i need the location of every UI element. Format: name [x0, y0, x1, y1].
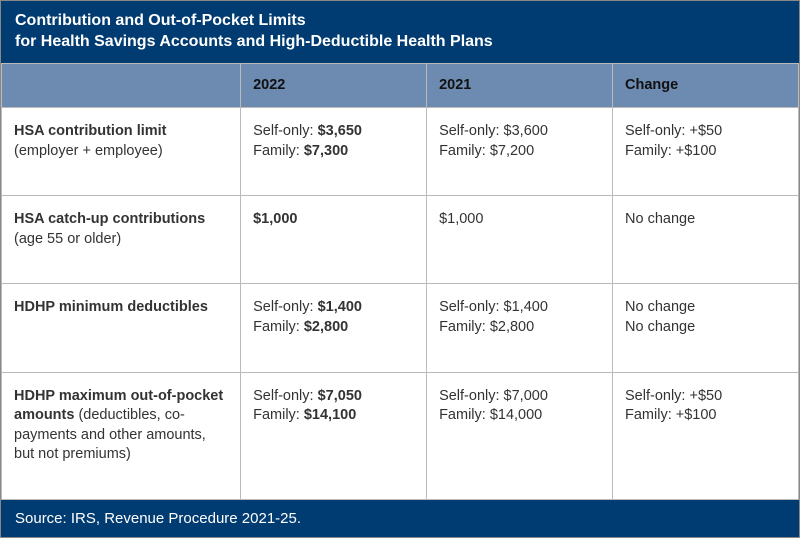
value-line: $1,000	[253, 210, 414, 230]
row-label-bold: HDHP minimum deductibles	[14, 299, 208, 315]
value-line: Family: $2,800	[439, 318, 600, 338]
table-row: HSA catch-up contributions (age 55 or ol…	[2, 196, 799, 284]
value-cell: No change	[613, 196, 799, 284]
amount: $1,400	[318, 299, 362, 315]
value-line: $1,000	[439, 210, 600, 230]
value-line: Family: $7,200	[439, 142, 600, 162]
amount: $7,200	[490, 143, 534, 159]
value-line: No change	[625, 210, 786, 230]
value-cell: Self-only: $7,050Family: $14,100	[241, 372, 427, 499]
value-line: No change	[625, 298, 786, 318]
value-cell: Self-only: $3,650Family: $7,300	[241, 108, 427, 196]
row-label-bold: HSA catch-up contributions	[14, 211, 205, 227]
value-cell: Self-only: +$50Family: +$100	[613, 108, 799, 196]
row-label-bold: HSA contribution limit	[14, 123, 167, 139]
value-line: Self-only: $1,400	[253, 298, 414, 318]
value-cell: Self-only: $1,400Family: $2,800	[427, 284, 613, 372]
title-line-2: for Health Savings Accounts and High-Ded…	[15, 32, 785, 53]
col-header-change: Change	[613, 63, 799, 108]
value-cell: No changeNo change	[613, 284, 799, 372]
value-line: Family: $7,300	[253, 142, 414, 162]
col-header-2021: 2021	[427, 63, 613, 108]
value-line: Self-only: $7,000	[439, 387, 600, 407]
amount: $2,800	[304, 319, 348, 335]
value-line: Self-only: $7,050	[253, 387, 414, 407]
amount: $14,100	[304, 407, 356, 423]
value-line: Self-only: $3,650	[253, 122, 414, 142]
value-cell: Self-only: $1,400Family: $2,800	[241, 284, 427, 372]
value-line: Self-only: $3,600	[439, 122, 600, 142]
value-line: Self-only: +$50	[625, 387, 786, 407]
row-label-cell: HDHP minimum deductibles	[2, 284, 241, 372]
table-body: HSA contribution limit (employer + emplo…	[2, 108, 799, 500]
amount: $1,000	[439, 211, 483, 227]
amount: $7,050	[318, 388, 362, 404]
value-cell: $1,000	[241, 196, 427, 284]
row-label-cell: HSA catch-up contributions (age 55 or ol…	[2, 196, 241, 284]
footer-bar: Source: IRS, Revenue Procedure 2021-25.	[1, 500, 799, 537]
value-line: Family: $2,800	[253, 318, 414, 338]
value-cell: Self-only: $7,000Family: $14,000	[427, 372, 613, 499]
row-label-cell: HSA contribution limit (employer + emplo…	[2, 108, 241, 196]
col-header-blank	[2, 63, 241, 108]
amount: $2,800	[490, 319, 534, 335]
value-cell: $1,000	[427, 196, 613, 284]
amount: $1,400	[504, 299, 548, 315]
row-label-cell: HDHP maximum out-of-pocket amounts (dedu…	[2, 372, 241, 499]
row-label-rest: (age 55 or older)	[14, 231, 121, 247]
limits-table: 2022 2021 Change HSA contribution limit …	[1, 63, 799, 500]
amount: $14,000	[490, 407, 542, 423]
table-row: HDHP minimum deductibles Self-only: $1,40…	[2, 284, 799, 372]
amount: $3,650	[318, 123, 362, 139]
amount: $7,000	[504, 388, 548, 404]
value-line: Family: +$100	[625, 406, 786, 426]
value-cell: Self-only: $3,600Family: $7,200	[427, 108, 613, 196]
col-header-2022: 2022	[241, 63, 427, 108]
value-cell: Self-only: +$50Family: +$100	[613, 372, 799, 499]
title-line-1: Contribution and Out-of-Pocket Limits	[15, 11, 785, 32]
amount: $3,600	[504, 123, 548, 139]
table-row: HDHP maximum out-of-pocket amounts (dedu…	[2, 372, 799, 499]
value-line: Self-only: $1,400	[439, 298, 600, 318]
table-container: Contribution and Out-of-Pocket Limits fo…	[0, 0, 800, 538]
value-line: No change	[625, 318, 786, 338]
table-row: HSA contribution limit (employer + emplo…	[2, 108, 799, 196]
amount: $1,000	[253, 211, 297, 227]
amount: $7,300	[304, 143, 348, 159]
value-line: Family: $14,100	[253, 406, 414, 426]
row-label-rest: (employer + employee)	[14, 143, 163, 159]
header-row: 2022 2021 Change	[2, 63, 799, 108]
value-line: Self-only: +$50	[625, 122, 786, 142]
title-bar: Contribution and Out-of-Pocket Limits fo…	[1, 1, 799, 63]
value-line: Family: $14,000	[439, 406, 600, 426]
value-line: Family: +$100	[625, 142, 786, 162]
